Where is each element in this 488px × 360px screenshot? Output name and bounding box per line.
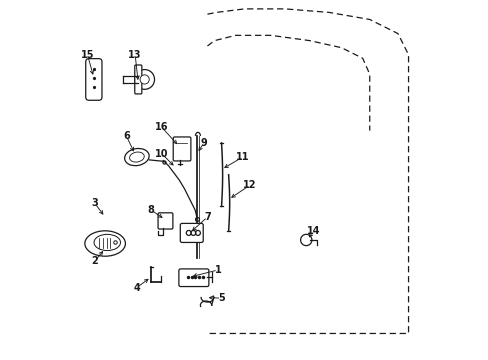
- Text: 9: 9: [200, 138, 207, 148]
- Circle shape: [300, 234, 311, 246]
- Text: 5: 5: [218, 293, 224, 303]
- Text: 13: 13: [128, 50, 142, 60]
- Text: 8: 8: [147, 205, 154, 215]
- Text: 12: 12: [243, 180, 256, 190]
- Text: 6: 6: [122, 131, 129, 141]
- Text: 4: 4: [133, 283, 140, 293]
- Circle shape: [140, 75, 149, 84]
- Circle shape: [135, 69, 154, 89]
- FancyBboxPatch shape: [158, 213, 173, 229]
- FancyBboxPatch shape: [173, 137, 190, 161]
- Text: 7: 7: [203, 212, 210, 222]
- Ellipse shape: [124, 148, 149, 166]
- Text: 14: 14: [306, 226, 319, 236]
- Text: 10: 10: [155, 149, 168, 158]
- Text: 11: 11: [236, 152, 249, 162]
- Text: 3: 3: [91, 198, 98, 208]
- Text: 16: 16: [155, 122, 168, 132]
- Text: 1: 1: [214, 265, 221, 275]
- Text: 15: 15: [81, 50, 94, 60]
- FancyBboxPatch shape: [85, 59, 102, 100]
- FancyBboxPatch shape: [180, 224, 203, 242]
- FancyBboxPatch shape: [135, 65, 142, 94]
- Ellipse shape: [85, 231, 125, 256]
- Text: 2: 2: [91, 256, 98, 266]
- Ellipse shape: [94, 234, 120, 251]
- FancyBboxPatch shape: [179, 269, 208, 287]
- Ellipse shape: [129, 152, 144, 162]
